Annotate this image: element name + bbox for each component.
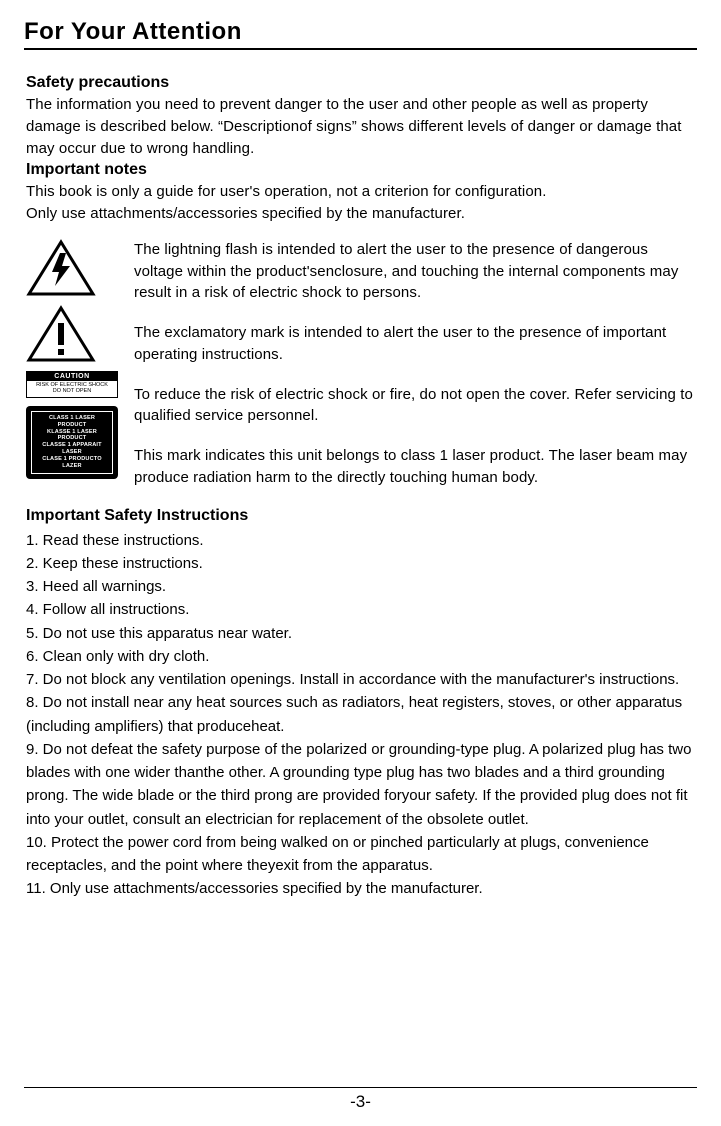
instruction-item: 6. Clean only with dry cloth. (26, 645, 695, 668)
caution-label-icon: CAUTION RISK OF ELECTRIC SHOCK DO NOT OP… (26, 371, 118, 398)
lightning-triangle-icon (26, 239, 96, 297)
instructions-block: Important Safety Instructions 1. Read th… (26, 507, 695, 901)
safety-heading: Safety precautions (26, 74, 695, 92)
icon-column: CAUTION RISK OF ELECTRIC SHOCK DO NOT OP… (26, 239, 118, 489)
exclamation-triangle-icon (26, 305, 96, 363)
caution-text: To reduce the risk of electric shock or … (134, 384, 695, 428)
laser-text: This mark indicates this unit belongs to… (134, 445, 695, 489)
laser-line4: CLASE 1 PRODUCTO LAZER (34, 456, 110, 470)
caution-header: CAUTION (27, 372, 117, 382)
laser-line1: CLASS 1 LASER PRODUCT (34, 415, 110, 429)
laser-label-icon: CLASS 1 LASER PRODUCT KLASSE 1 LASER PRO… (26, 406, 118, 480)
caution-line2: DO NOT OPEN (27, 388, 117, 394)
instruction-item: 5. Do not use this apparatus near water. (26, 622, 695, 645)
icon-text-column: The lightning flash is intended to alert… (134, 239, 695, 489)
notes-heading: Important notes (26, 161, 695, 179)
instruction-item: 11. Only use attachments/accessories spe… (26, 877, 695, 900)
instruction-item: 3. Heed all warnings. (26, 575, 695, 598)
instruction-item: 9. Do not defeat the safety purpose of t… (26, 738, 695, 831)
icon-section: CAUTION RISK OF ELECTRIC SHOCK DO NOT OP… (26, 239, 695, 489)
laser-line3: CLASSE 1 APPARAIT LASER (34, 442, 110, 456)
instruction-item: 8. Do not install near any heat sources … (26, 691, 695, 738)
notes-line1: This book is only a guide for user's ope… (26, 181, 695, 203)
exclamation-text: The exclamatory mark is intended to aler… (134, 322, 695, 366)
page-title: For Your Attention (24, 18, 697, 50)
instruction-item: 1. Read these instructions. (26, 529, 695, 552)
intro-block: Safety precautions The information you n… (26, 74, 695, 225)
instructions-heading: Important Safety Instructions (26, 507, 695, 525)
instruction-item: 2. Keep these instructions. (26, 552, 695, 575)
instructions-list: 1. Read these instructions. 2. Keep thes… (26, 529, 695, 901)
lightning-text: The lightning flash is intended to alert… (134, 239, 695, 304)
instruction-item: 10. Protect the power cord from being wa… (26, 831, 695, 878)
notes-line2: Only use attachments/accessories specifi… (26, 203, 695, 225)
page-number: -3- (24, 1087, 697, 1112)
instruction-item: 7. Do not block any ventilation openings… (26, 668, 695, 691)
instruction-item: 4. Follow all instructions. (26, 598, 695, 621)
safety-body: The information you need to prevent dang… (26, 94, 695, 159)
laser-line2: KLASSE 1 LASER PRODUCT (34, 429, 110, 443)
